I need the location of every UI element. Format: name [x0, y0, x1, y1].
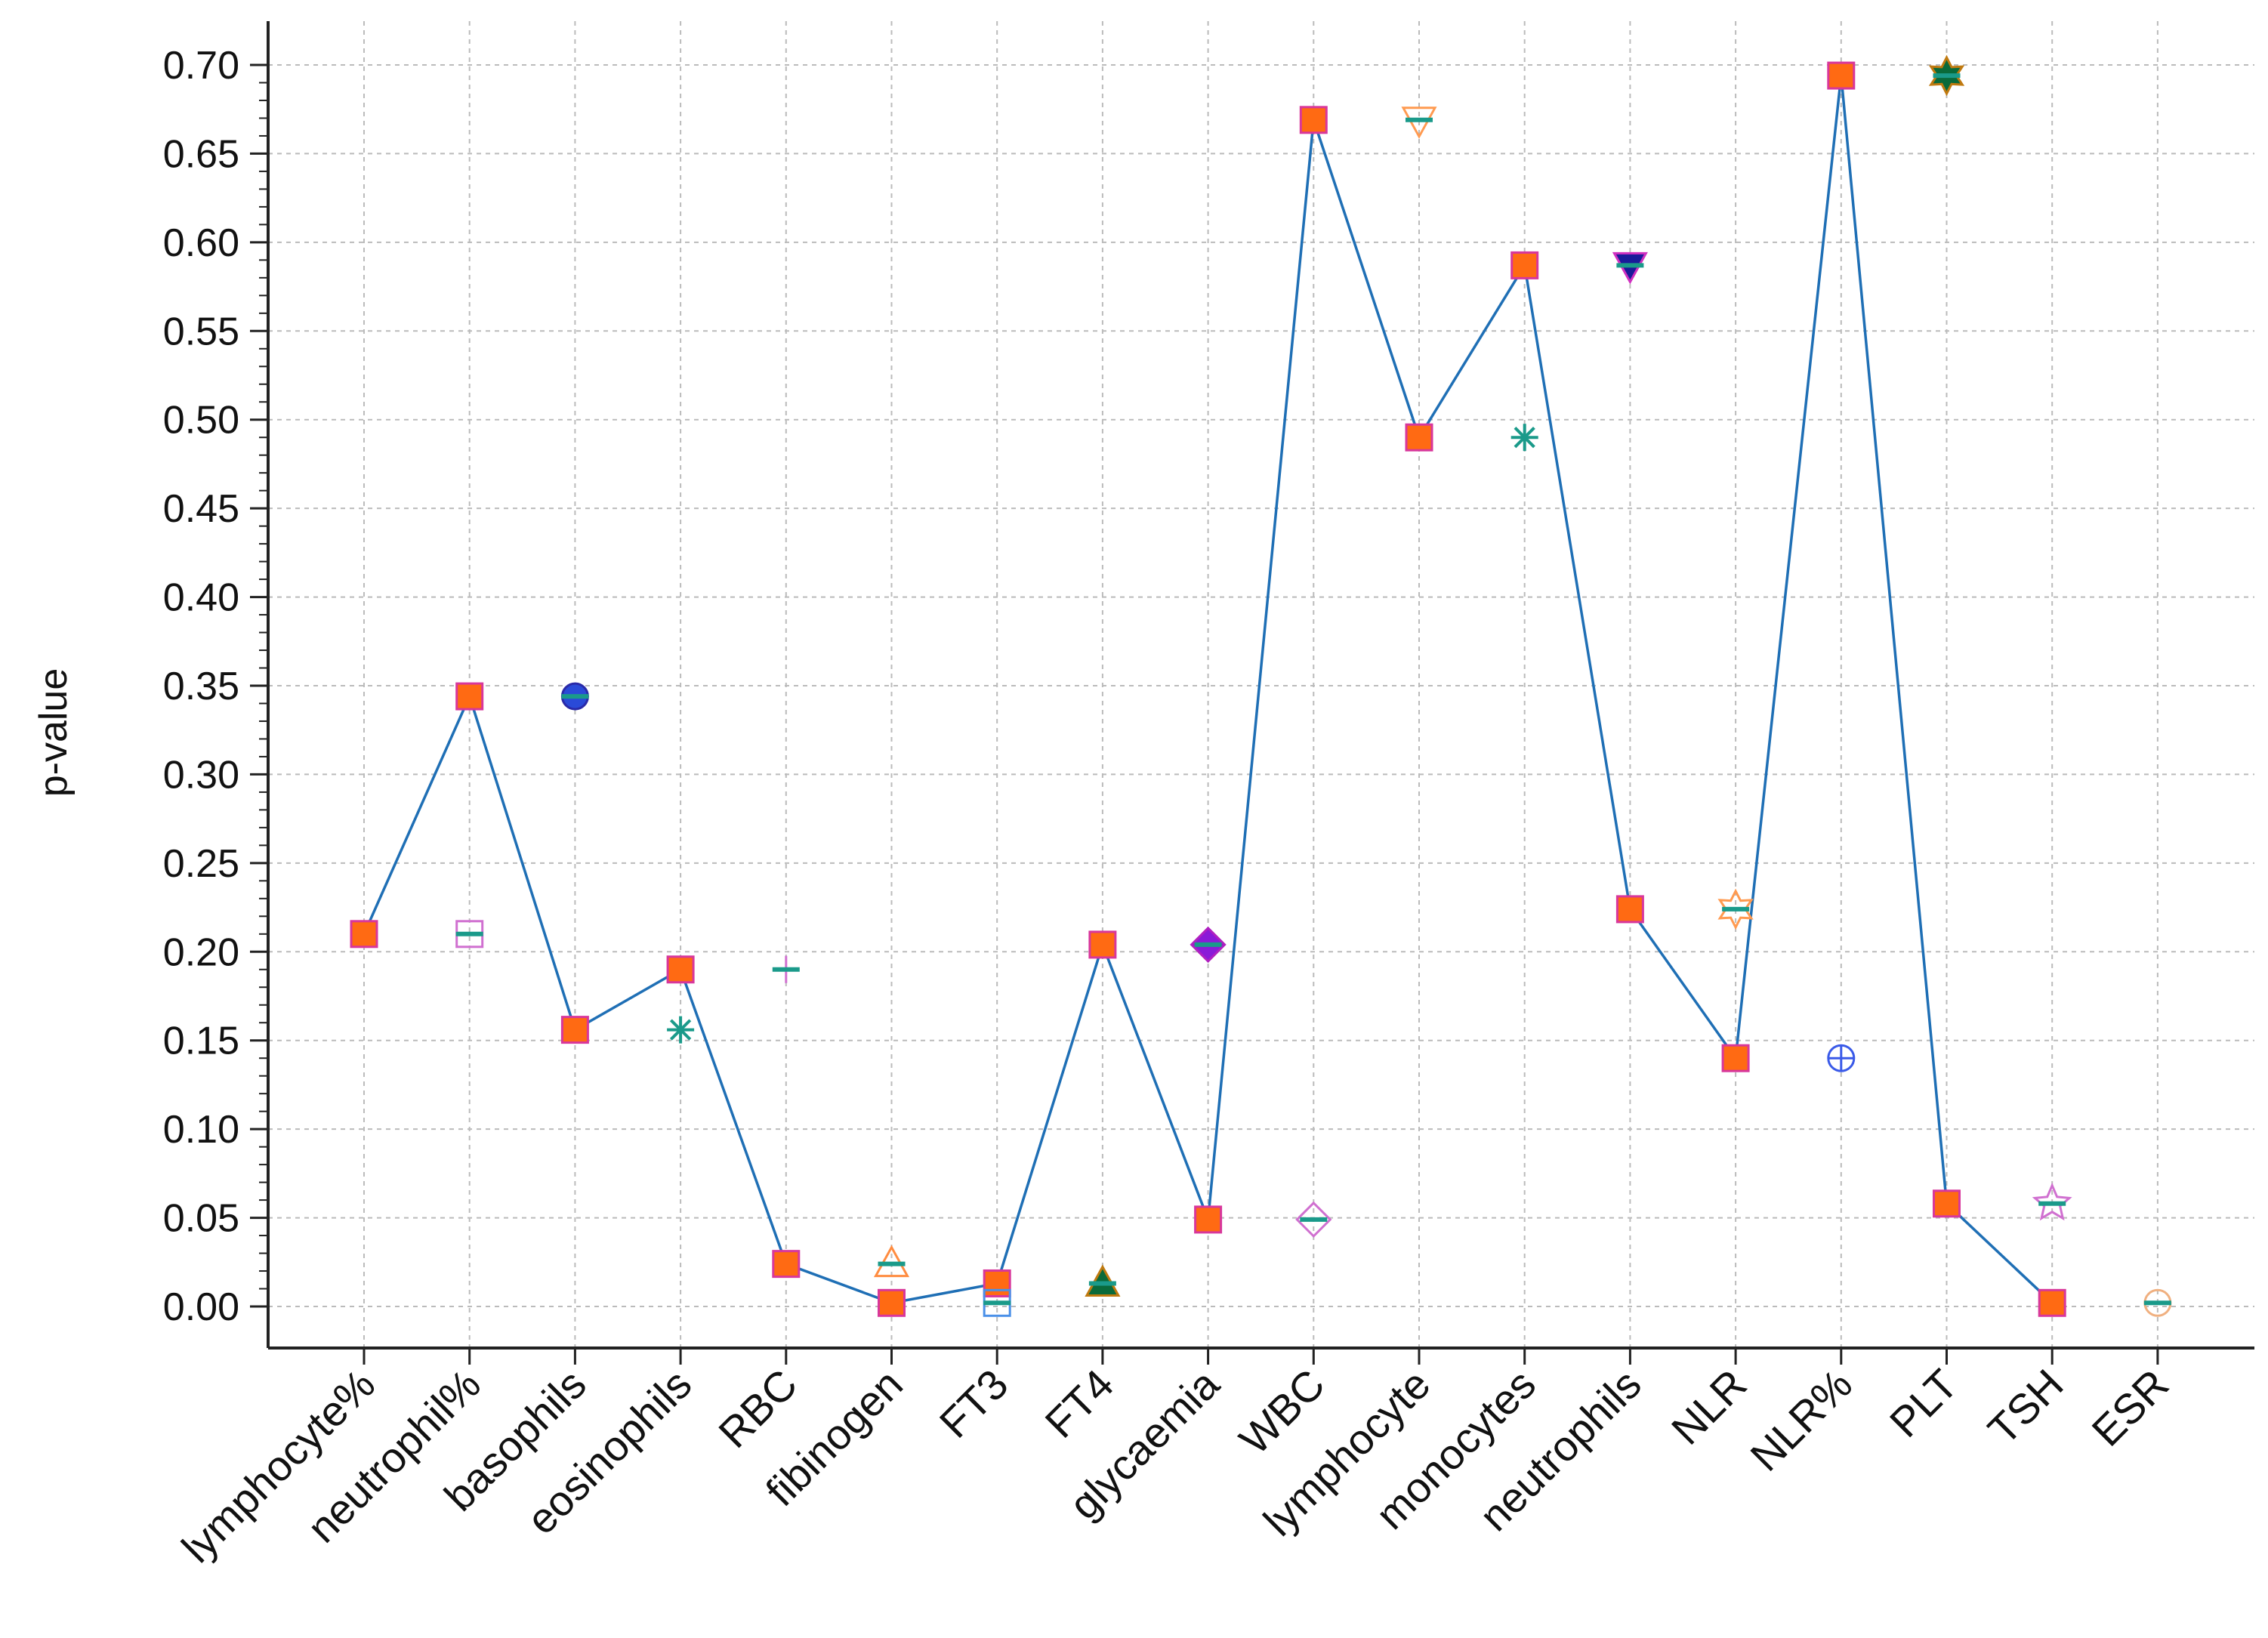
y-tick-label: 0.65	[163, 132, 239, 176]
data-point	[983, 1269, 1011, 1297]
data-point	[666, 955, 695, 984]
reference-marker	[983, 1288, 1011, 1317]
reference-marker	[1612, 251, 1648, 285]
reference-marker	[873, 1245, 910, 1278]
data-point	[350, 920, 378, 949]
data-point	[772, 1250, 801, 1279]
grid	[268, 21, 2254, 1348]
data-point	[560, 1016, 589, 1044]
y-tick-label: 0.10	[163, 1108, 239, 1152]
reference-marker	[455, 920, 484, 949]
data-point	[1615, 895, 1644, 924]
y-tick-label: 0.35	[163, 665, 239, 708]
reference-marker	[2032, 1182, 2072, 1221]
y-tick-label: 0.25	[163, 842, 239, 886]
reference-marker	[667, 1016, 695, 1044]
reference-marker	[1827, 1044, 1856, 1072]
series	[350, 61, 2066, 1317]
data-point	[2038, 1288, 2066, 1317]
reference-marker	[1295, 1201, 1332, 1239]
reference-marker	[1510, 424, 1538, 452]
y-axis-title: p-value	[32, 668, 76, 797]
y-tick-label: 0.20	[163, 930, 239, 974]
y-tick-label: 0.15	[163, 1020, 239, 1063]
y-tick-label: 0.70	[163, 44, 239, 88]
reference-markers	[455, 54, 2172, 1317]
data-point	[1510, 251, 1539, 279]
data-point	[1088, 930, 1117, 959]
y-tick-label: 0.55	[163, 310, 239, 353]
data-point	[1405, 423, 1433, 452]
y-tick-label: 0.30	[163, 753, 239, 797]
data-point	[1194, 1205, 1223, 1234]
y-tick-label: 0.50	[163, 399, 239, 443]
data-point	[455, 682, 484, 711]
reference-marker	[1717, 888, 1754, 930]
reference-marker	[772, 955, 800, 983]
data-point	[1933, 1189, 1961, 1218]
data-point	[878, 1288, 906, 1317]
reference-marker	[1928, 54, 1965, 97]
reference-marker	[560, 682, 589, 711]
reference-marker	[1190, 926, 1227, 964]
y-tick-label: 0.40	[163, 576, 239, 620]
reference-marker	[1085, 1264, 1121, 1297]
reference-marker	[2143, 1288, 2172, 1317]
y-tick-label: 0.00	[163, 1285, 239, 1329]
y-tick-label: 0.60	[163, 221, 239, 265]
y-tick-label: 0.45	[163, 487, 239, 531]
data-point	[1827, 61, 1856, 90]
data-point	[1299, 106, 1328, 134]
axes	[250, 21, 2254, 1365]
y-tick-label: 0.05	[163, 1197, 239, 1241]
reference-marker	[1401, 106, 1437, 139]
y-tick-labels: 0.00 0.05 0.10 0.15 0.20 0.25 0.30 0.35 0.40 0.45…	[163, 44, 239, 1329]
data-point	[1721, 1044, 1750, 1072]
